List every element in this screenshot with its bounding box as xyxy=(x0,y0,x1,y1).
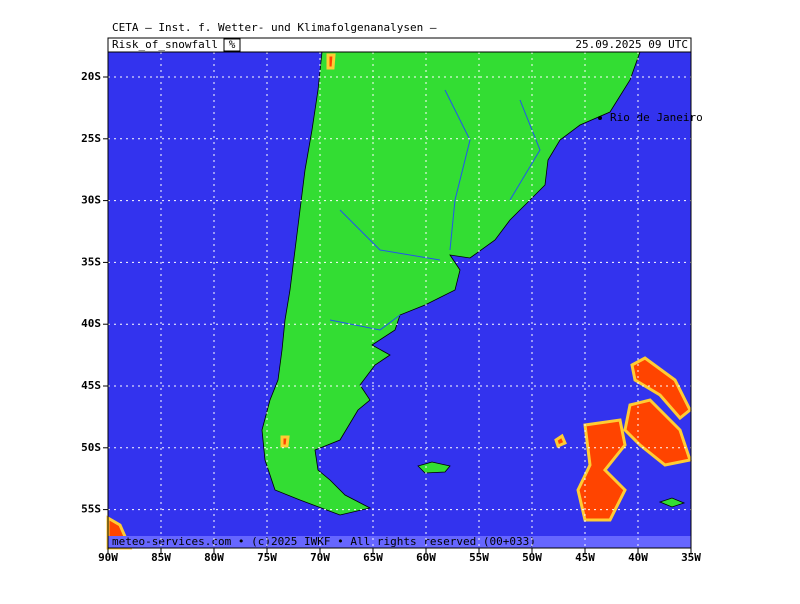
field-name: Risk_of_snowfall xyxy=(112,38,218,51)
lat-label: 20S xyxy=(81,70,101,83)
valid-time: 25.09.2025 09 UTC xyxy=(575,38,688,51)
lat-label: 35S xyxy=(81,255,101,268)
falklands xyxy=(417,461,451,474)
rivers xyxy=(329,89,541,331)
lon-label: 70W xyxy=(310,551,330,564)
land xyxy=(261,51,641,516)
footer: meteo-services.com • (c)2025 IWKF • All … xyxy=(112,535,536,548)
city-marker xyxy=(598,116,602,120)
city-label: Rio de Janeiro xyxy=(610,111,703,124)
lat-label: 50S xyxy=(81,441,101,454)
lon-label: 50W xyxy=(522,551,542,564)
lat-label: 55S xyxy=(81,503,101,516)
lon-label: 80W xyxy=(204,551,224,564)
lon-label: 40W xyxy=(628,551,648,564)
island xyxy=(658,497,686,508)
lon-label: 85W xyxy=(151,551,171,564)
lon-label: 35W xyxy=(681,551,701,564)
lon-label: 60W xyxy=(416,551,436,564)
lat-label: 30S xyxy=(81,194,101,207)
footer-bar xyxy=(108,536,691,548)
lat-label: 40S xyxy=(81,317,101,330)
header-title: CETA — Inst. f. Wetter- und Klimafolgena… xyxy=(112,21,437,34)
lon-label: 55W xyxy=(469,551,489,564)
unit-box xyxy=(223,38,241,52)
unit: % xyxy=(229,38,236,51)
lon-label: 90W xyxy=(98,551,118,564)
lon-label: 75W xyxy=(257,551,277,564)
map-area: Rio de Janeiro xyxy=(106,51,703,550)
lon-label: 45W xyxy=(575,551,595,564)
lon-label: 65W xyxy=(363,551,383,564)
lat-label: 45S xyxy=(81,379,101,392)
lat-label: 25S xyxy=(81,132,101,145)
map-frame xyxy=(107,51,692,549)
